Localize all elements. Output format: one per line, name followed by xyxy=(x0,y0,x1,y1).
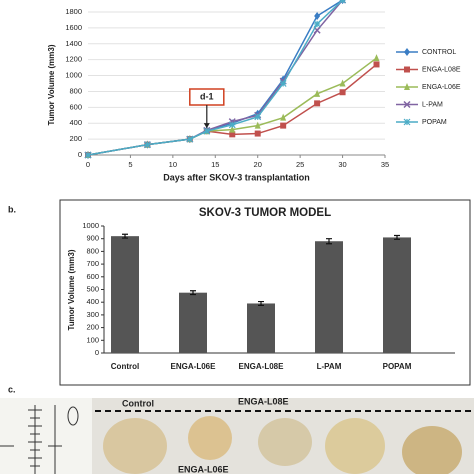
x-tick-label: POPAM xyxy=(383,362,412,371)
chart-title: SKOV-3 TUMOR MODEL xyxy=(199,207,331,219)
legend-marker xyxy=(403,100,411,109)
error-bar xyxy=(394,234,400,240)
marker xyxy=(339,0,346,4)
error-bar xyxy=(258,300,264,306)
x-tick-label: 10 xyxy=(169,160,177,169)
marker xyxy=(280,122,287,129)
tumor xyxy=(103,418,167,474)
series-line xyxy=(87,63,377,156)
marker xyxy=(229,131,236,138)
bar xyxy=(383,237,411,353)
y-tick-label: 1000 xyxy=(65,71,82,80)
y-tick-label: 200 xyxy=(86,323,99,332)
annotation-text: d-1 xyxy=(200,91,214,101)
legend-label: ENGA-L06E xyxy=(422,84,461,91)
legend-marker xyxy=(403,118,411,126)
y-tick-label: 900 xyxy=(86,234,99,243)
marker xyxy=(186,135,194,143)
bar xyxy=(179,292,207,353)
series-line xyxy=(87,57,377,156)
photo-label: Control xyxy=(122,398,154,408)
x-tick-label: L-PAM xyxy=(317,362,342,371)
panel-label: b. xyxy=(8,204,16,214)
arrow-head xyxy=(203,123,210,129)
y-axis-label: Tumor Volume (mm3) xyxy=(67,249,76,330)
marker xyxy=(203,127,211,135)
legend-label: ENGA-L08E xyxy=(422,66,461,73)
marker xyxy=(279,80,287,87)
y-tick-label: 1400 xyxy=(65,39,82,48)
x-tick-label: 15 xyxy=(211,160,219,169)
y-tick-label: 0 xyxy=(95,348,99,357)
legend-marker xyxy=(404,83,410,90)
legend-label: CONTROL xyxy=(422,49,456,56)
y-tick-label: 100 xyxy=(86,335,99,344)
ruler xyxy=(0,398,92,474)
y-tick-label: 800 xyxy=(86,246,99,255)
marker xyxy=(280,113,287,121)
legend-marker xyxy=(404,48,410,56)
legend-label: POPAM xyxy=(422,119,447,126)
marker xyxy=(314,89,321,97)
tumor xyxy=(258,418,312,466)
y-tick-label: 400 xyxy=(86,297,99,306)
marker xyxy=(254,113,262,121)
y-tick-label: 1800 xyxy=(65,7,82,16)
x-tick-label: 25 xyxy=(296,160,304,169)
panel-label: c. xyxy=(8,384,16,394)
marker xyxy=(339,79,346,87)
marker xyxy=(229,125,236,133)
y-tick-label: 500 xyxy=(86,284,99,293)
error-bar xyxy=(122,233,128,239)
marker xyxy=(254,130,261,137)
x-tick-label: 5 xyxy=(128,160,132,169)
y-tick-label: 1000 xyxy=(82,221,99,230)
y-tick-label: 700 xyxy=(86,259,99,268)
marker xyxy=(314,11,321,20)
legend-marker xyxy=(404,66,410,73)
marker xyxy=(254,121,261,129)
photo-label: ENGA-L08E xyxy=(238,396,289,406)
marker xyxy=(313,20,321,28)
bar xyxy=(111,236,139,353)
marker xyxy=(314,100,321,107)
marker xyxy=(373,54,380,62)
ruler-mark xyxy=(67,406,79,426)
marker xyxy=(339,89,346,96)
y-tick-label: 600 xyxy=(86,272,99,281)
x-tick-label: 0 xyxy=(86,160,90,169)
legend-label: L-PAM xyxy=(422,101,443,108)
x-tick-label: ENGA-L06E xyxy=(171,362,217,371)
error-bar xyxy=(190,290,196,296)
ruler-ticks xyxy=(0,405,62,474)
x-tick-label: 35 xyxy=(381,160,389,169)
x-axis-label: Days after SKOV-3 transplantation xyxy=(163,172,310,182)
bar xyxy=(247,303,275,353)
marker xyxy=(143,141,151,149)
y-tick-label: 200 xyxy=(69,134,82,143)
marker xyxy=(373,61,380,68)
marker xyxy=(84,151,92,159)
x-tick-label: ENGA-L08E xyxy=(239,362,285,371)
y-tick-label: 800 xyxy=(69,86,82,95)
y-tick-label: 400 xyxy=(69,118,82,127)
y-tick-label: 0 xyxy=(78,150,82,159)
x-tick-label: Control xyxy=(111,362,139,371)
y-tick-label: 300 xyxy=(86,310,99,319)
tumor xyxy=(402,426,462,474)
x-tick-label: 30 xyxy=(338,160,346,169)
y-tick-label: 1600 xyxy=(65,23,82,32)
tumor xyxy=(325,418,385,474)
error-bar xyxy=(326,238,332,245)
y-tick-label: 1200 xyxy=(65,55,82,64)
marker xyxy=(228,121,236,129)
tumor xyxy=(188,416,232,460)
photo-label: ENGA-L06E xyxy=(178,464,229,474)
bar xyxy=(315,241,343,353)
x-tick-label: 20 xyxy=(254,160,262,169)
y-axis-label: Tumor Volume (mm3) xyxy=(47,44,56,125)
y-tick-label: 600 xyxy=(69,102,82,111)
